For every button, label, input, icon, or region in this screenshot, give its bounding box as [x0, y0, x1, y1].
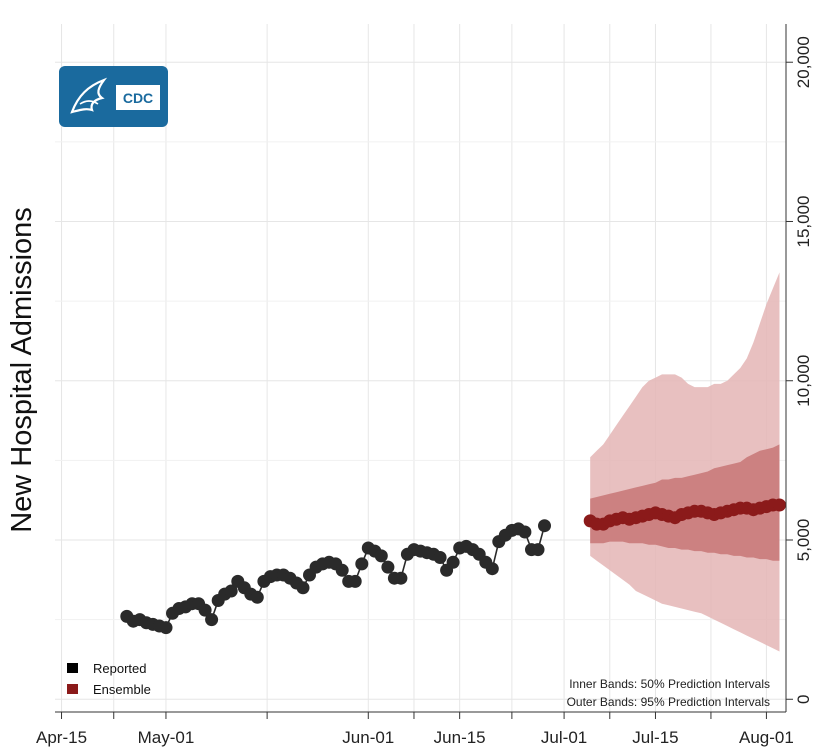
y-tick-label: 0 — [794, 695, 813, 704]
outer-prediction-band — [590, 272, 780, 652]
data-point-reported — [205, 613, 219, 627]
data-point-reported — [355, 557, 369, 571]
hhs-eagle-wing-icon — [79, 100, 99, 105]
cdc-logo: CDC — [59, 66, 168, 127]
legend-label-ensemble: Ensemble — [93, 682, 151, 697]
cdc-logo-background — [59, 66, 168, 127]
data-point-reported — [518, 525, 532, 539]
y-tick-label: 10,000 — [794, 355, 813, 407]
data-point-reported — [394, 571, 408, 585]
data-point-reported — [250, 590, 264, 604]
hhs-eagle-icon — [70, 77, 108, 114]
x-tick-label: Aug-01 — [739, 728, 794, 747]
data-point-reported — [446, 555, 460, 569]
y-tick-label: 20,000 — [794, 36, 813, 88]
y-axis-label: New Hospital Admissions — [6, 207, 38, 533]
data-point-reported — [433, 551, 447, 564]
x-tick-label: Jun-15 — [434, 728, 486, 747]
data-point-reported — [198, 603, 212, 617]
series-line-reported — [126, 525, 546, 629]
data-point-reported — [538, 519, 551, 533]
legend-swatch-reported — [67, 663, 78, 673]
data-point-ensemble — [773, 498, 786, 512]
x-tick-label: Jul-15 — [632, 728, 678, 747]
data-point-reported — [531, 543, 545, 557]
inner-prediction-band — [590, 444, 780, 561]
legend-label-reported: Reported — [93, 661, 146, 676]
x-tick-label: Jul-01 — [541, 728, 587, 747]
y-tick-label: 5,000 — [794, 519, 813, 562]
data-point-reported — [485, 562, 499, 576]
data-point-reported — [159, 621, 173, 635]
axes: Apr-15 May-01 Jun-01 Jun-15 Jul-01 Jul-15 Aug-… — [36, 24, 813, 747]
cdc-logo-box — [116, 85, 160, 110]
data-point-reported — [381, 560, 395, 574]
y-tick-label: 15,000 — [794, 196, 813, 248]
grid-lines — [55, 24, 786, 712]
x-tick-label: May-01 — [138, 728, 195, 747]
data-point-reported — [296, 581, 310, 595]
annotation-outer-bands: Outer Bands: 95% Prediction Intervals — [567, 695, 770, 709]
data-point-reported — [335, 563, 349, 577]
legend-swatch-ensemble — [67, 684, 78, 694]
annotation-inner-bands: Inner Bands: 50% Prediction Intervals — [569, 677, 770, 691]
data-point-reported — [348, 574, 362, 588]
prediction-bands — [590, 272, 780, 652]
legend: Reported Ensemble — [67, 661, 151, 697]
x-tick-label: Apr-15 — [36, 728, 87, 747]
x-tick-label: Jun-01 — [342, 728, 394, 747]
data-point-reported — [374, 549, 388, 563]
series-points — [120, 498, 786, 635]
cdc-logo-text: CDC — [123, 90, 153, 106]
data-point-reported — [224, 584, 238, 598]
